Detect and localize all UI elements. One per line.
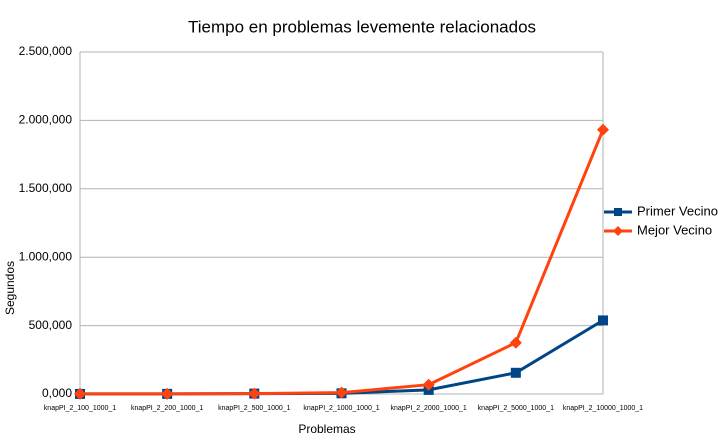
y-tick-label: 0,000: [42, 386, 72, 400]
x-tick-label: knapPI_2_5000_1000_1: [478, 405, 554, 412]
marker: [598, 315, 608, 326]
marker: [613, 226, 623, 236]
y-tick-label: 500,000: [29, 318, 73, 332]
marker: [614, 208, 622, 216]
marker: [510, 367, 521, 378]
series-line: [79, 129, 605, 396]
y-tick-label: 1.500,000: [19, 181, 73, 195]
legend-label: Primer Vecino: [637, 203, 718, 218]
series-line: [79, 319, 604, 396]
x-tick-label: knapPI_2_10000_1000_1: [563, 405, 643, 412]
x-axis-title: Problemas: [298, 422, 355, 436]
x-tick-label: knapPI_2_2000_1000_1: [391, 405, 467, 412]
marker: [509, 336, 522, 349]
y-axis-title: Segundos: [3, 261, 17, 315]
marker: [161, 387, 174, 400]
x-tick-label: knapPI_2_1000_1000_1: [303, 405, 379, 412]
y-tick-label: 2.000,000: [19, 113, 73, 127]
legend-label: Mejor Vecino: [637, 222, 712, 237]
x-tick-label: knapPI_2_500_1000_1: [218, 405, 291, 412]
chart-title: Tiempo en problemas levemente relacionad…: [188, 17, 536, 36]
marker: [74, 387, 86, 400]
x-tick-label: knapPI_2_200_1000_1: [131, 405, 204, 412]
marker: [597, 123, 609, 136]
x-tick-label: knapPI_2_100_1000_1: [44, 405, 117, 412]
marker: [335, 386, 348, 399]
y-tick-label: 1.000,000: [19, 249, 73, 263]
marker: [422, 378, 435, 391]
marker: [248, 387, 261, 400]
y-tick-label: 2.500,000: [19, 44, 73, 58]
